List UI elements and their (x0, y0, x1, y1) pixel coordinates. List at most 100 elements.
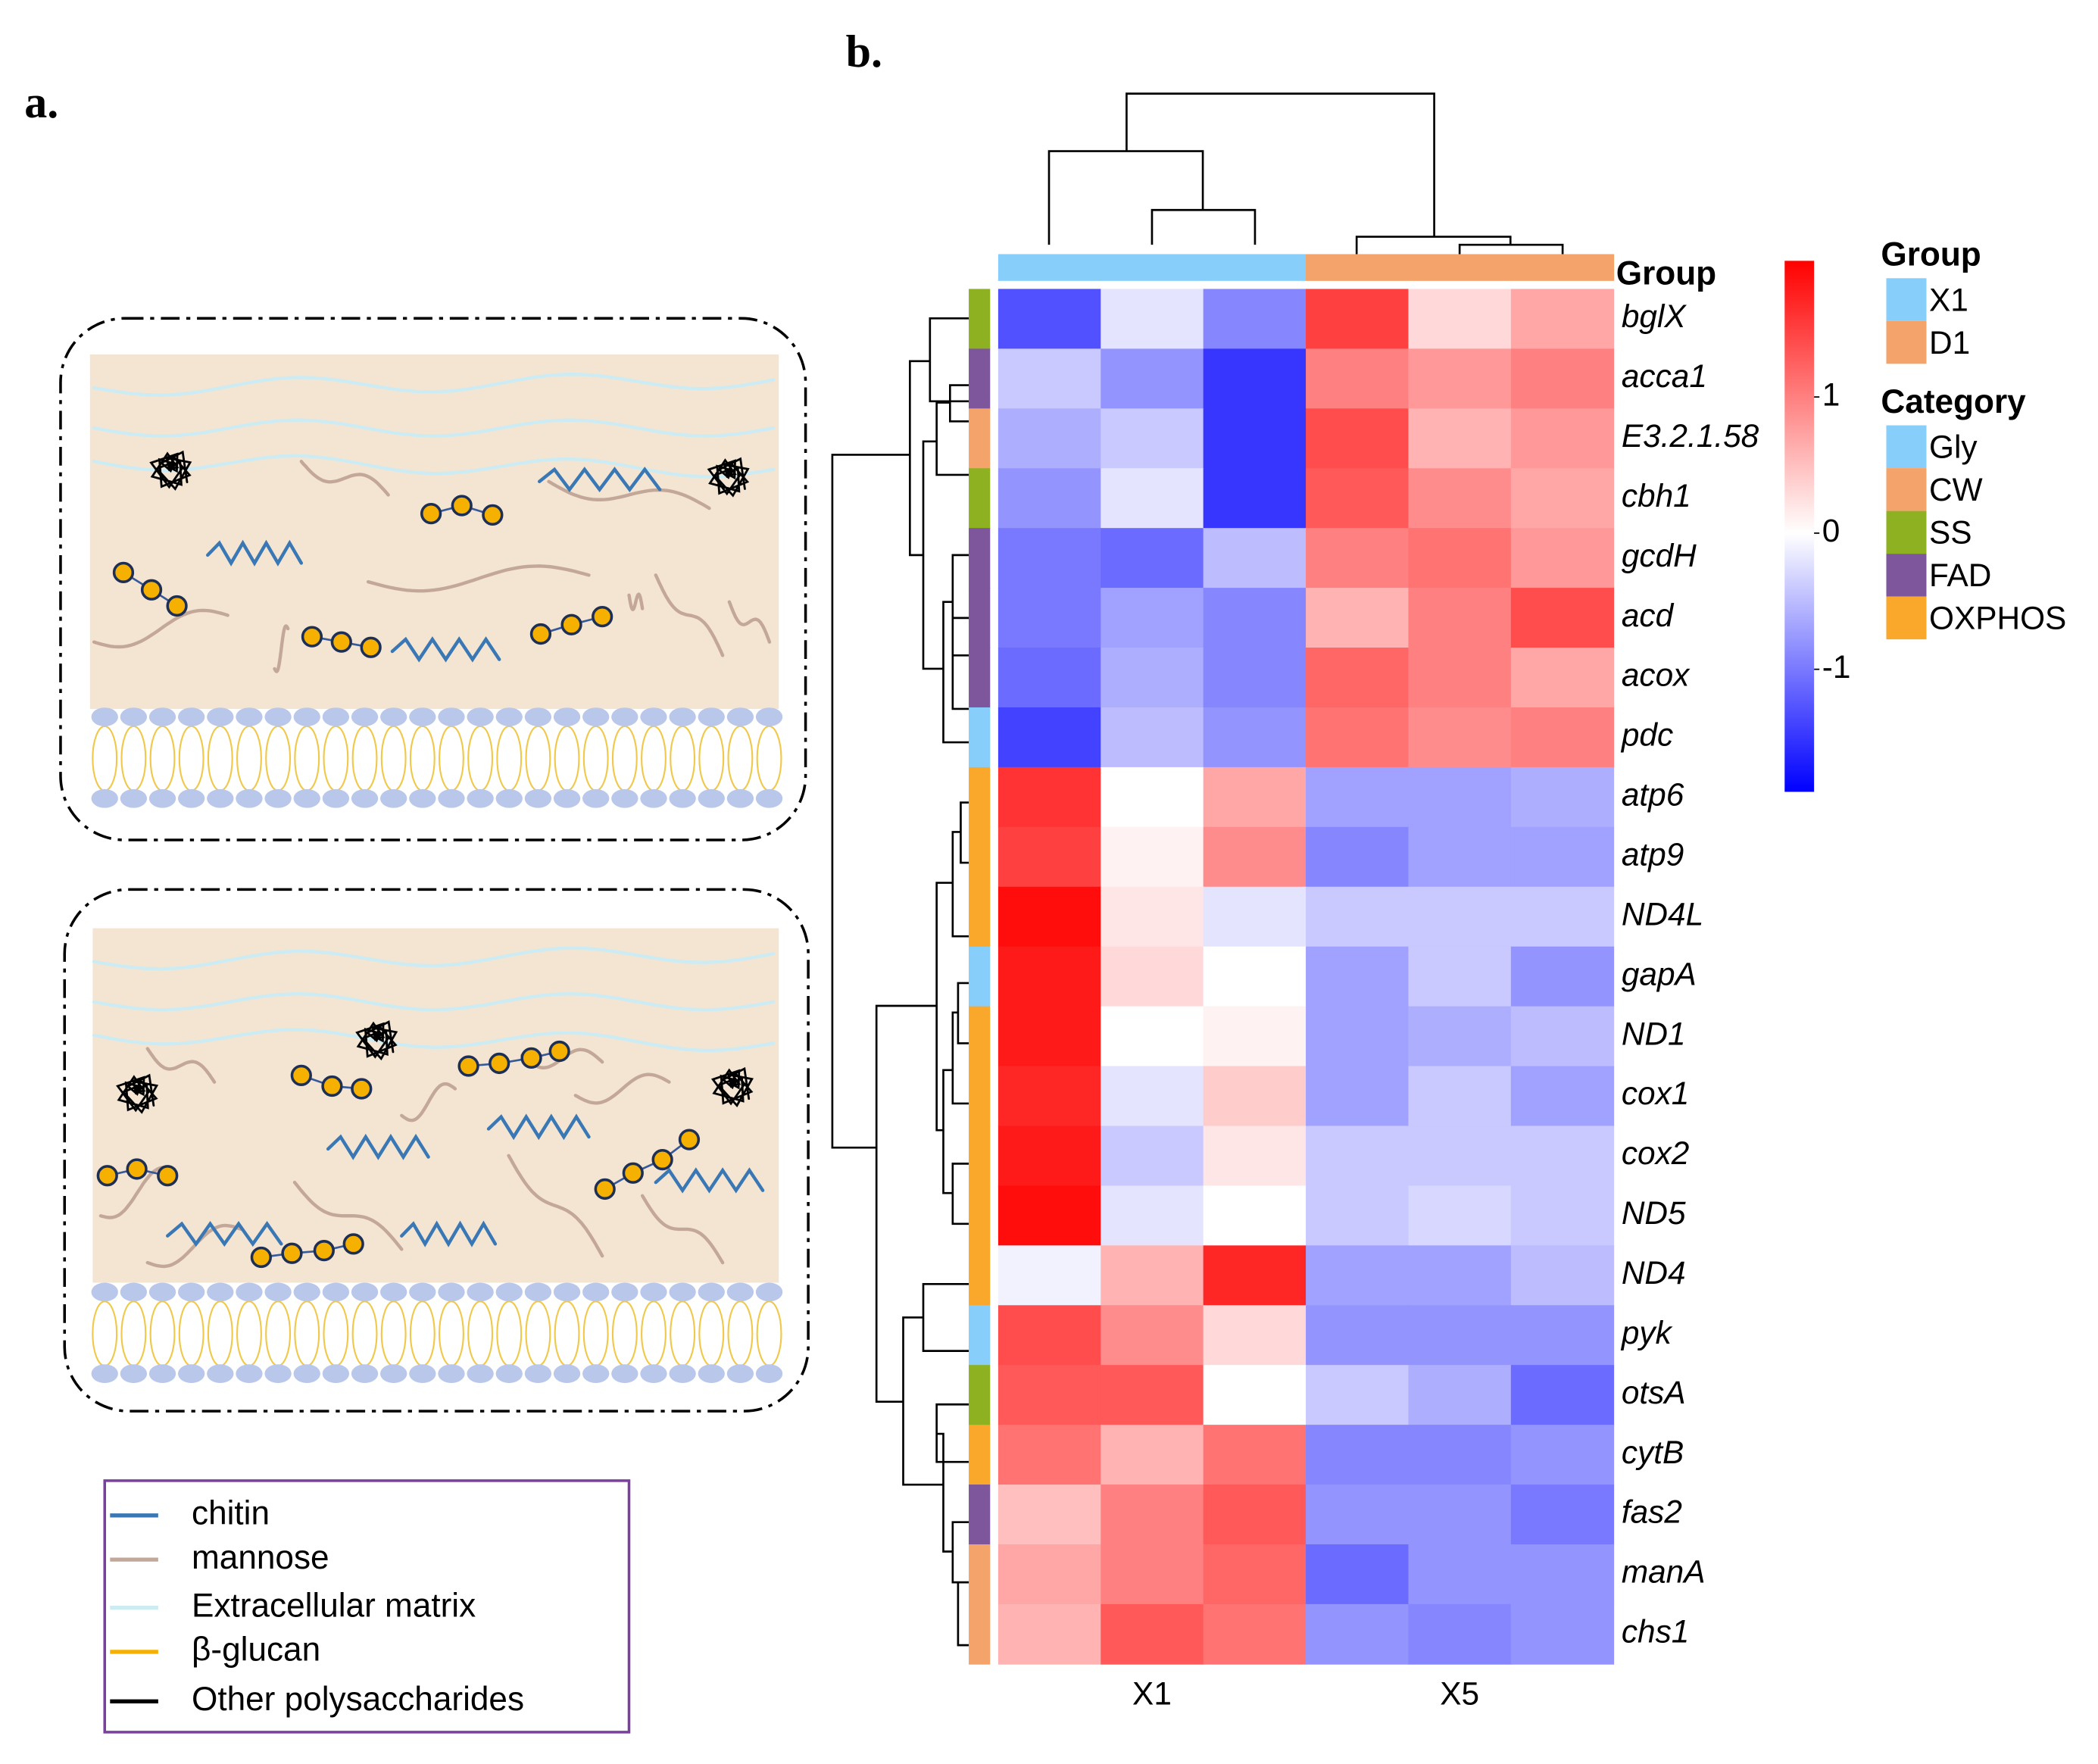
heatmap-cell (1203, 468, 1307, 529)
heatmap-cell (1101, 1305, 1204, 1366)
lipid-tail (149, 725, 176, 791)
glucan-unit (96, 1165, 118, 1187)
heatmap-cell (997, 588, 1102, 648)
lipid-head (264, 707, 292, 726)
other-polysaccharide (710, 1066, 754, 1107)
heatmap-cell (997, 886, 1102, 948)
legend-label: chitin (192, 1494, 270, 1531)
heatmap-cell (1306, 408, 1410, 470)
lipid-head (91, 788, 118, 808)
heatmap-cell (1306, 1245, 1410, 1307)
lipid-tail (641, 1300, 667, 1367)
heatmap-cell (1408, 1126, 1512, 1187)
legend-box (103, 1479, 631, 1734)
glucan-unit (250, 1246, 272, 1269)
heatmap-cell (1510, 348, 1615, 410)
lipid-head (178, 788, 205, 808)
lipid-head (438, 1282, 465, 1302)
glucan-unit (457, 1055, 479, 1077)
heatmap-cell (1408, 946, 1512, 1007)
heatmap-cell (997, 1305, 1102, 1366)
mannose-fiber (573, 1072, 671, 1105)
heatmap-cell (1510, 1425, 1615, 1485)
heatmap-cell (1510, 1126, 1615, 1187)
category-bar (969, 588, 991, 648)
lipid-head (611, 788, 638, 808)
lipid-head (409, 707, 436, 726)
chitin-fiber (166, 1221, 283, 1247)
glucan-link (604, 1138, 691, 1191)
lipid-head (120, 788, 148, 808)
heatmap-cell (1408, 648, 1512, 708)
lipid-tail (178, 1300, 204, 1367)
heatmap-cell (1408, 1066, 1512, 1127)
heatmap-cell (997, 348, 1102, 410)
heatmap-cell (997, 648, 1102, 708)
lipid-head (438, 788, 465, 808)
row-label: ND4L (1622, 896, 1703, 932)
heatmap-cell (1306, 1365, 1410, 1426)
heatmap-cell (1306, 1006, 1410, 1067)
lipid-head (640, 788, 667, 808)
lipid-head (148, 1282, 176, 1302)
heatmap-cell (1408, 348, 1512, 410)
heatmap-cell (1203, 289, 1307, 350)
heatmap-cell (1510, 1245, 1615, 1307)
heatmap-cell (1408, 766, 1512, 828)
matrix-fiber (92, 418, 776, 438)
heatmap-cell (1306, 1485, 1410, 1545)
lipid-head (582, 1364, 610, 1383)
heatmap-cell (1408, 1544, 1512, 1605)
row-label: ND4 (1622, 1255, 1686, 1291)
lipid-head (120, 1364, 148, 1383)
glucan-unit (592, 605, 613, 628)
glucan-unit (301, 626, 323, 648)
lipid-tail (294, 725, 320, 791)
dendrogram (831, 92, 1564, 1647)
legend-label: β-glucan (192, 1631, 320, 1669)
glucan-unit (157, 1165, 179, 1187)
glucan-link (467, 1050, 560, 1067)
row-label: acox (1622, 657, 1691, 693)
heatmap-cell (1408, 1006, 1512, 1067)
glucan-unit (482, 504, 504, 526)
category-bar (969, 1425, 991, 1485)
lipid-tail (351, 1300, 378, 1367)
matrix-fiber (92, 991, 776, 1012)
lipid-head (120, 1282, 148, 1302)
row-label: pyk (1620, 1315, 1673, 1350)
lipid-head (755, 788, 783, 808)
lipid-tail (611, 725, 638, 791)
mannose-fiber (400, 1082, 457, 1122)
lipid-head (236, 1364, 263, 1383)
lipid-head (380, 1364, 407, 1383)
glucan-unit (360, 636, 382, 658)
group-bar-label: Group (1616, 254, 1716, 292)
row-label: cytB (1622, 1435, 1684, 1470)
category-bar (969, 826, 991, 888)
lipid-head (207, 707, 234, 726)
lipid-head (380, 1282, 407, 1302)
heatmap-cell (1101, 1603, 1204, 1665)
lipid-head (148, 788, 176, 808)
lipid-head (178, 1364, 205, 1383)
heatmap-cell (997, 1485, 1102, 1545)
heatmap-cell (1101, 289, 1204, 350)
category-bar (969, 648, 991, 708)
mannose-fiber (654, 573, 725, 657)
group-bar (1408, 254, 1512, 281)
lipid-head (91, 1282, 118, 1302)
row-label: gapA (1622, 956, 1697, 991)
lipid-head (755, 1364, 783, 1383)
glucan-unit (678, 1129, 701, 1151)
lipid-head (524, 788, 552, 808)
category-bar (969, 1245, 991, 1307)
row-label: ND1 (1622, 1016, 1686, 1051)
legend-label: Gly (1929, 429, 1978, 465)
heatmap-cell (1203, 1485, 1307, 1545)
glucan-unit (321, 1075, 343, 1097)
lipid-tail (380, 725, 407, 791)
lipid-head (495, 707, 523, 726)
heatmap-cell (1510, 1603, 1615, 1665)
